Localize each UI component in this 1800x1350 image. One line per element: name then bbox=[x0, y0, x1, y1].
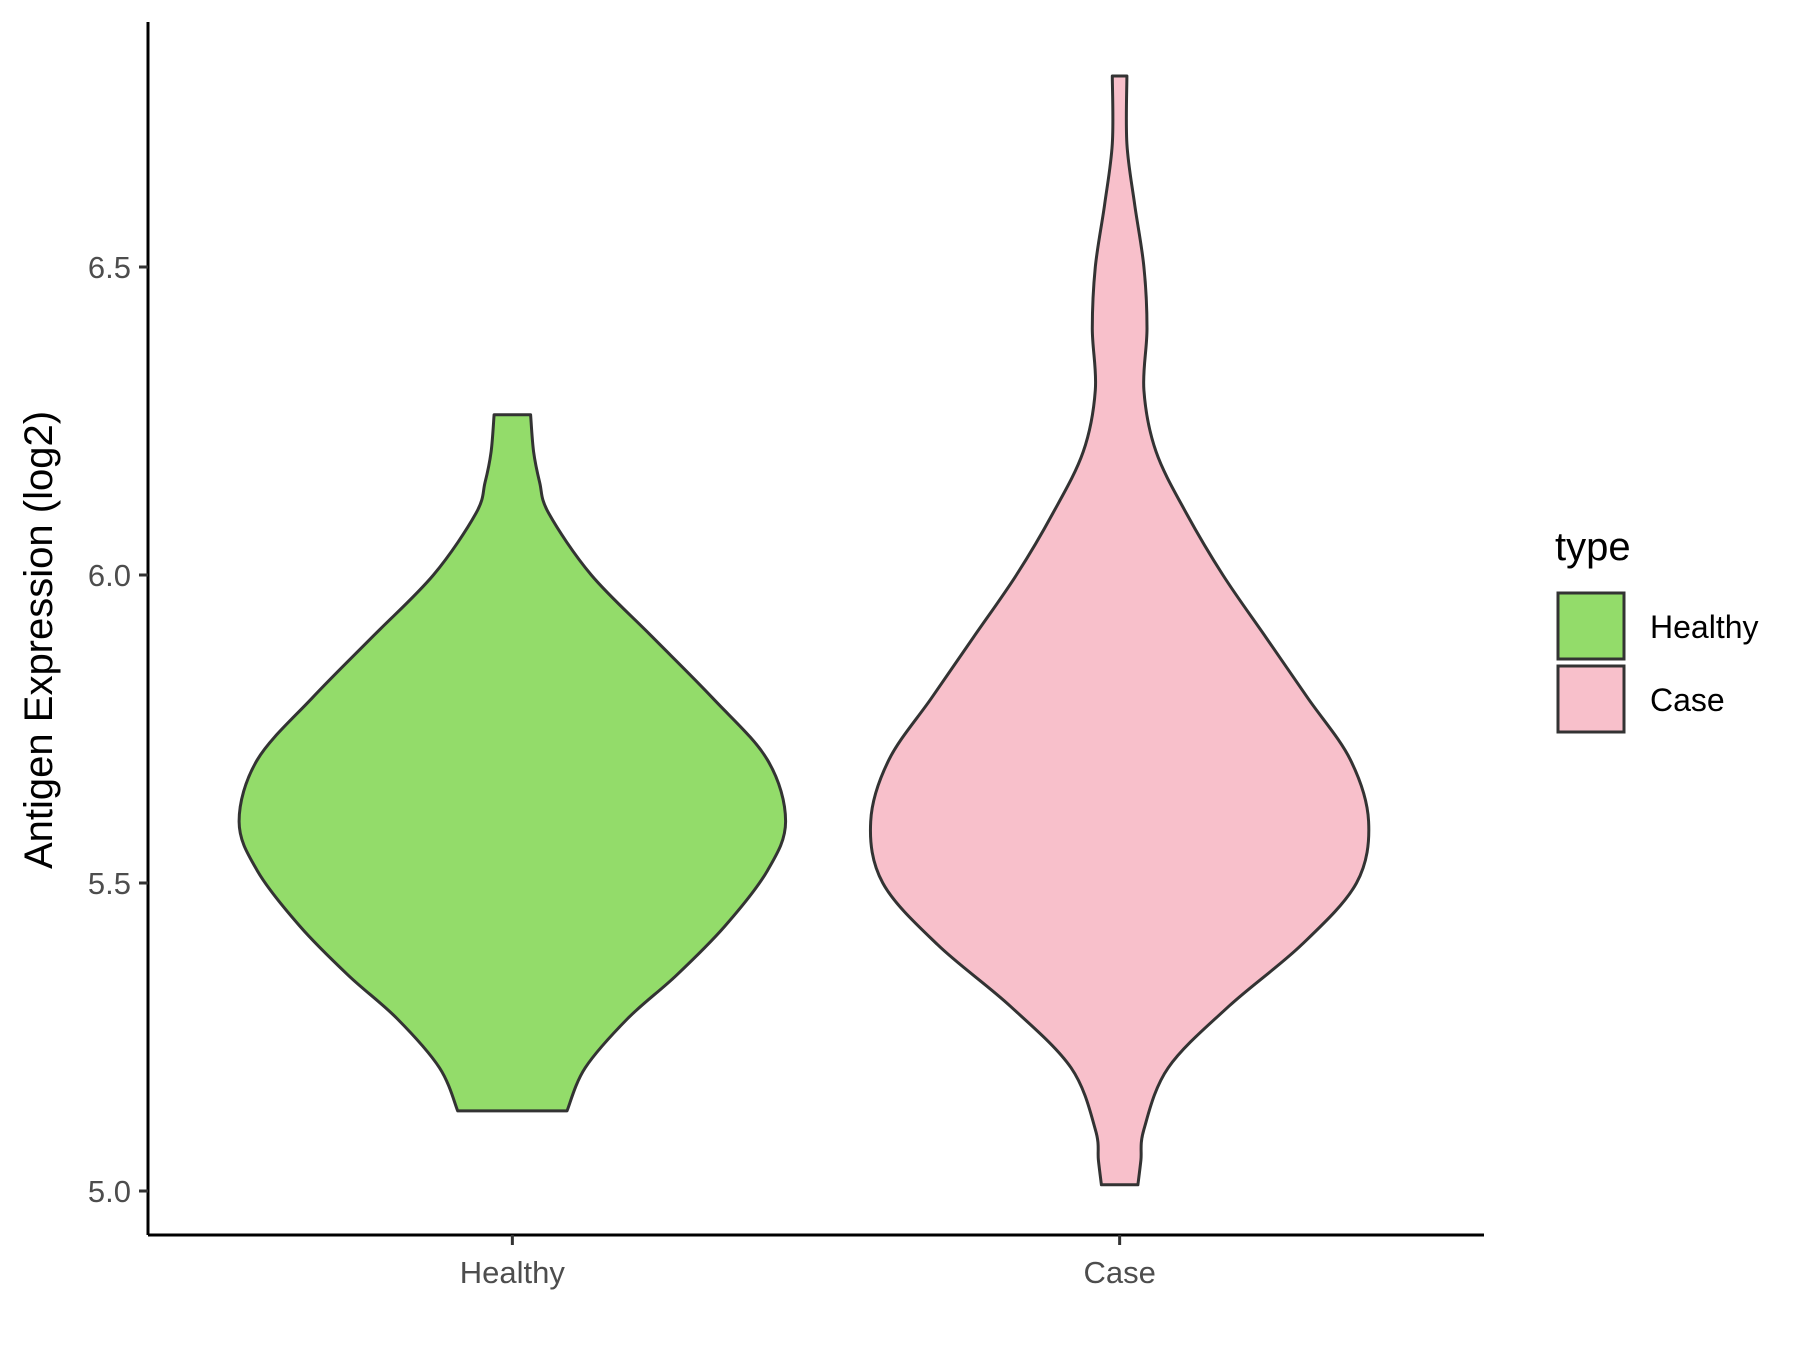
y-tick-label: 6.0 bbox=[88, 558, 131, 593]
x-ticks: Healthy Case bbox=[460, 1235, 1156, 1290]
y-axis-title: Antigen Expression (log2) bbox=[17, 411, 61, 869]
y-tick-label: 5.0 bbox=[88, 1174, 131, 1209]
legend: type Healthy Case bbox=[1555, 525, 1759, 734]
legend-label-case: Case bbox=[1650, 682, 1725, 718]
y-tick-label: 5.5 bbox=[88, 866, 131, 901]
violin-case bbox=[868, 74, 1371, 1187]
plot-area bbox=[237, 74, 1371, 1187]
x-tick-label-case: Case bbox=[1083, 1255, 1155, 1290]
legend-swatch-healthy bbox=[1556, 591, 1626, 661]
legend-label-healthy: Healthy bbox=[1650, 609, 1759, 645]
legend-title: type bbox=[1555, 525, 1631, 569]
x-tick-label-healthy: Healthy bbox=[460, 1255, 566, 1290]
legend-swatch-case bbox=[1556, 664, 1626, 734]
y-tick-label: 6.5 bbox=[88, 250, 131, 285]
violin-healthy bbox=[237, 413, 788, 1113]
y-ticks: 5.0 5.5 6.0 6.5 bbox=[88, 250, 148, 1209]
